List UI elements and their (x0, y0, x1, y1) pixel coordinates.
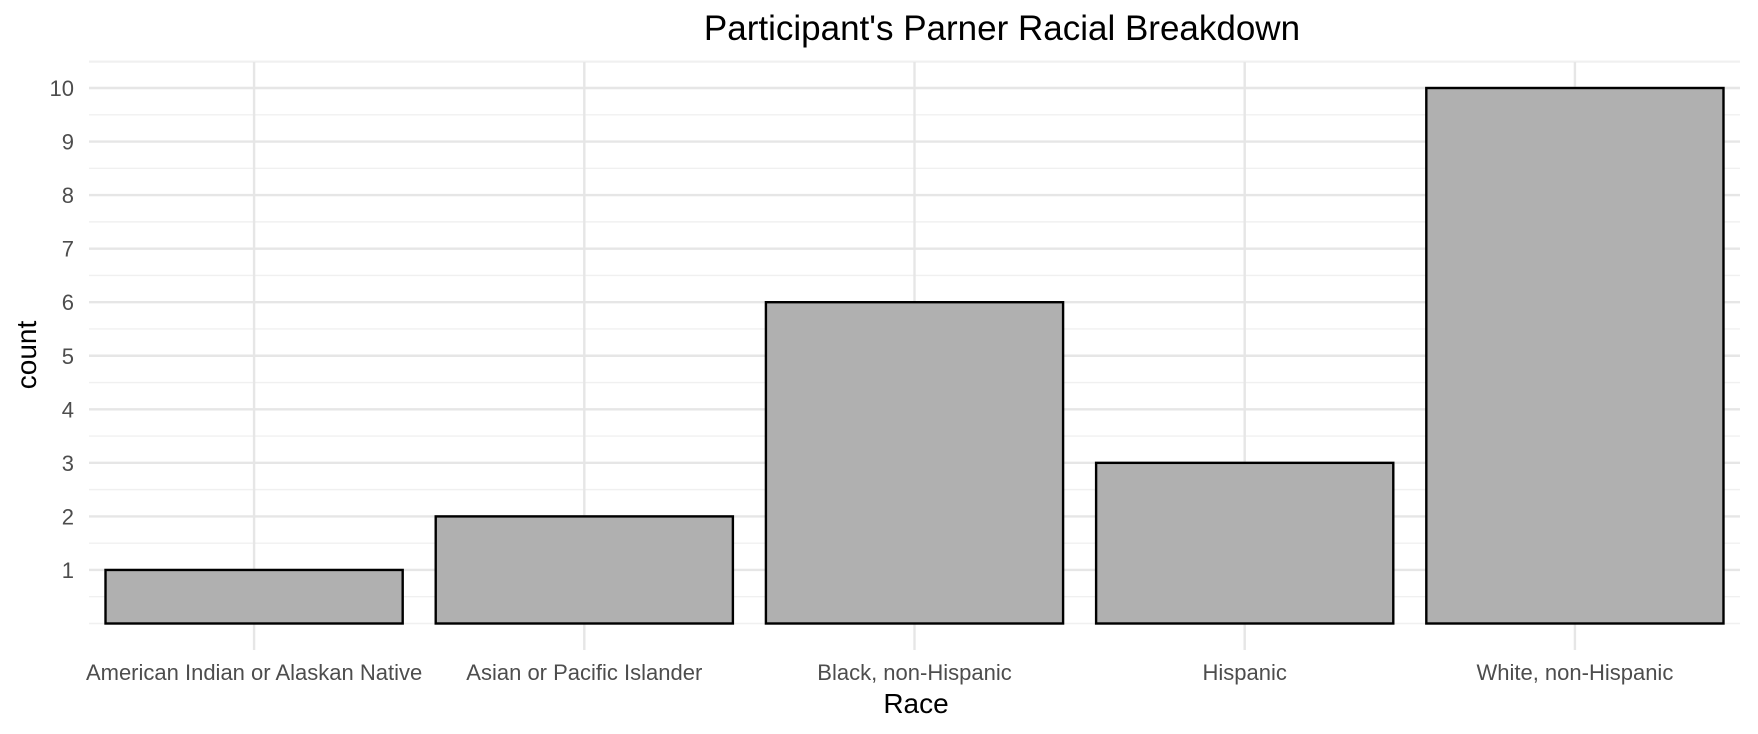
y-tick-label: 8 (62, 183, 74, 208)
x-tick-label: Hispanic (1203, 660, 1287, 685)
x-tick-label: White, non-Hispanic (1476, 660, 1673, 685)
y-tick-label: 6 (62, 290, 74, 315)
y-tick-label: 2 (62, 504, 74, 529)
bar (764, 301, 1065, 625)
y-tick-label: 10 (50, 76, 74, 101)
y-tick-label: 1 (62, 558, 74, 583)
x-tick-label: American Indian or Alaskan Native (86, 660, 422, 685)
y-axis-ticks: 1 2 3 4 5 6 7 8 9 10 (50, 76, 74, 583)
bar (1425, 86, 1725, 625)
x-axis-ticks: American Indian or Alaskan Native Asian o… (86, 660, 1673, 685)
y-axis-title: count (11, 321, 42, 390)
y-tick-label: 9 (62, 130, 74, 155)
bars (104, 86, 1725, 625)
x-tick-label: Black, non-Hispanic (817, 660, 1011, 685)
y-tick-label: 7 (62, 237, 74, 262)
x-tick-label: Asian or Pacific Islander (466, 660, 702, 685)
bar (434, 515, 735, 625)
bar (104, 568, 404, 625)
x-axis-title: Race (883, 688, 948, 719)
y-tick-label: 4 (62, 397, 74, 422)
y-tick-label: 3 (62, 451, 74, 476)
y-tick-label: 5 (62, 344, 74, 369)
bar (1094, 461, 1395, 625)
chart-title: Participant's Parner Racial Breakdown (704, 9, 1300, 48)
